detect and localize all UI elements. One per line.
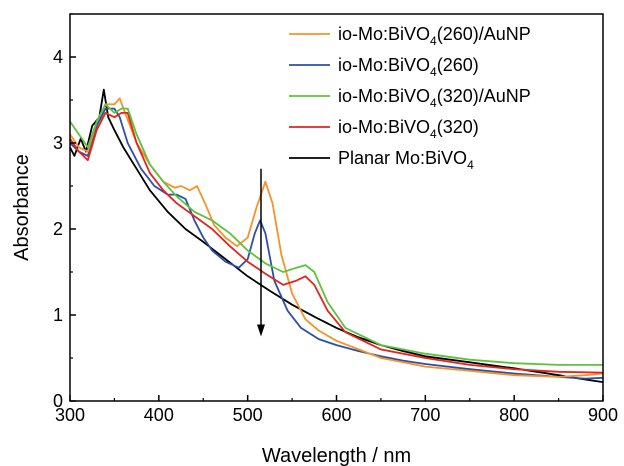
series-line-0 [69, 97, 604, 378]
y-tick-label: 4 [53, 47, 63, 67]
x-tick-label: 900 [588, 405, 618, 425]
x-axis-label: Wavelength / nm [262, 445, 411, 466]
arrow-head [256, 324, 265, 337]
series-line-2 [69, 103, 603, 366]
series-layer [69, 88, 604, 383]
plot-frame [69, 13, 604, 402]
y-tick-label: 0 [53, 391, 63, 411]
series-line-3 [69, 112, 604, 374]
legend: io-Mo:BiVO4(260)/AuNP io-Mo:BiVO4(260) io-… [289, 24, 531, 172]
y-axis-label: Absorbance [11, 154, 33, 261]
legend-label-4: Planar Mo:BiVO4 [338, 148, 474, 172]
legend-label-3: io-Mo:BiVO4(320) [338, 117, 479, 141]
x-tick-label: 500 [233, 405, 263, 425]
x-tick-label: 700 [410, 405, 440, 425]
x-tick-label: 400 [144, 405, 174, 425]
series-line-4 [69, 88, 604, 383]
annotation-layer [256, 168, 265, 337]
x-tick-label: 300 [55, 405, 85, 425]
y-tick-label: 1 [53, 305, 63, 325]
y-tick-label: 2 [53, 219, 63, 239]
axes-layer: 300 400 500 600 700 800 900 0 1 2 3 4 [53, 13, 618, 425]
x-tick-label: 600 [321, 405, 351, 425]
legend-label-0: io-Mo:BiVO4(260)/AuNP [338, 24, 531, 48]
y-tick-label: 3 [53, 133, 63, 153]
legend-label-1: io-Mo:BiVO4(260) [338, 55, 479, 79]
series-line-1 [69, 107, 604, 380]
legend-label-2: io-Mo:BiVO4(320)/AuNP [338, 86, 531, 110]
x-tick-label: 800 [499, 405, 529, 425]
